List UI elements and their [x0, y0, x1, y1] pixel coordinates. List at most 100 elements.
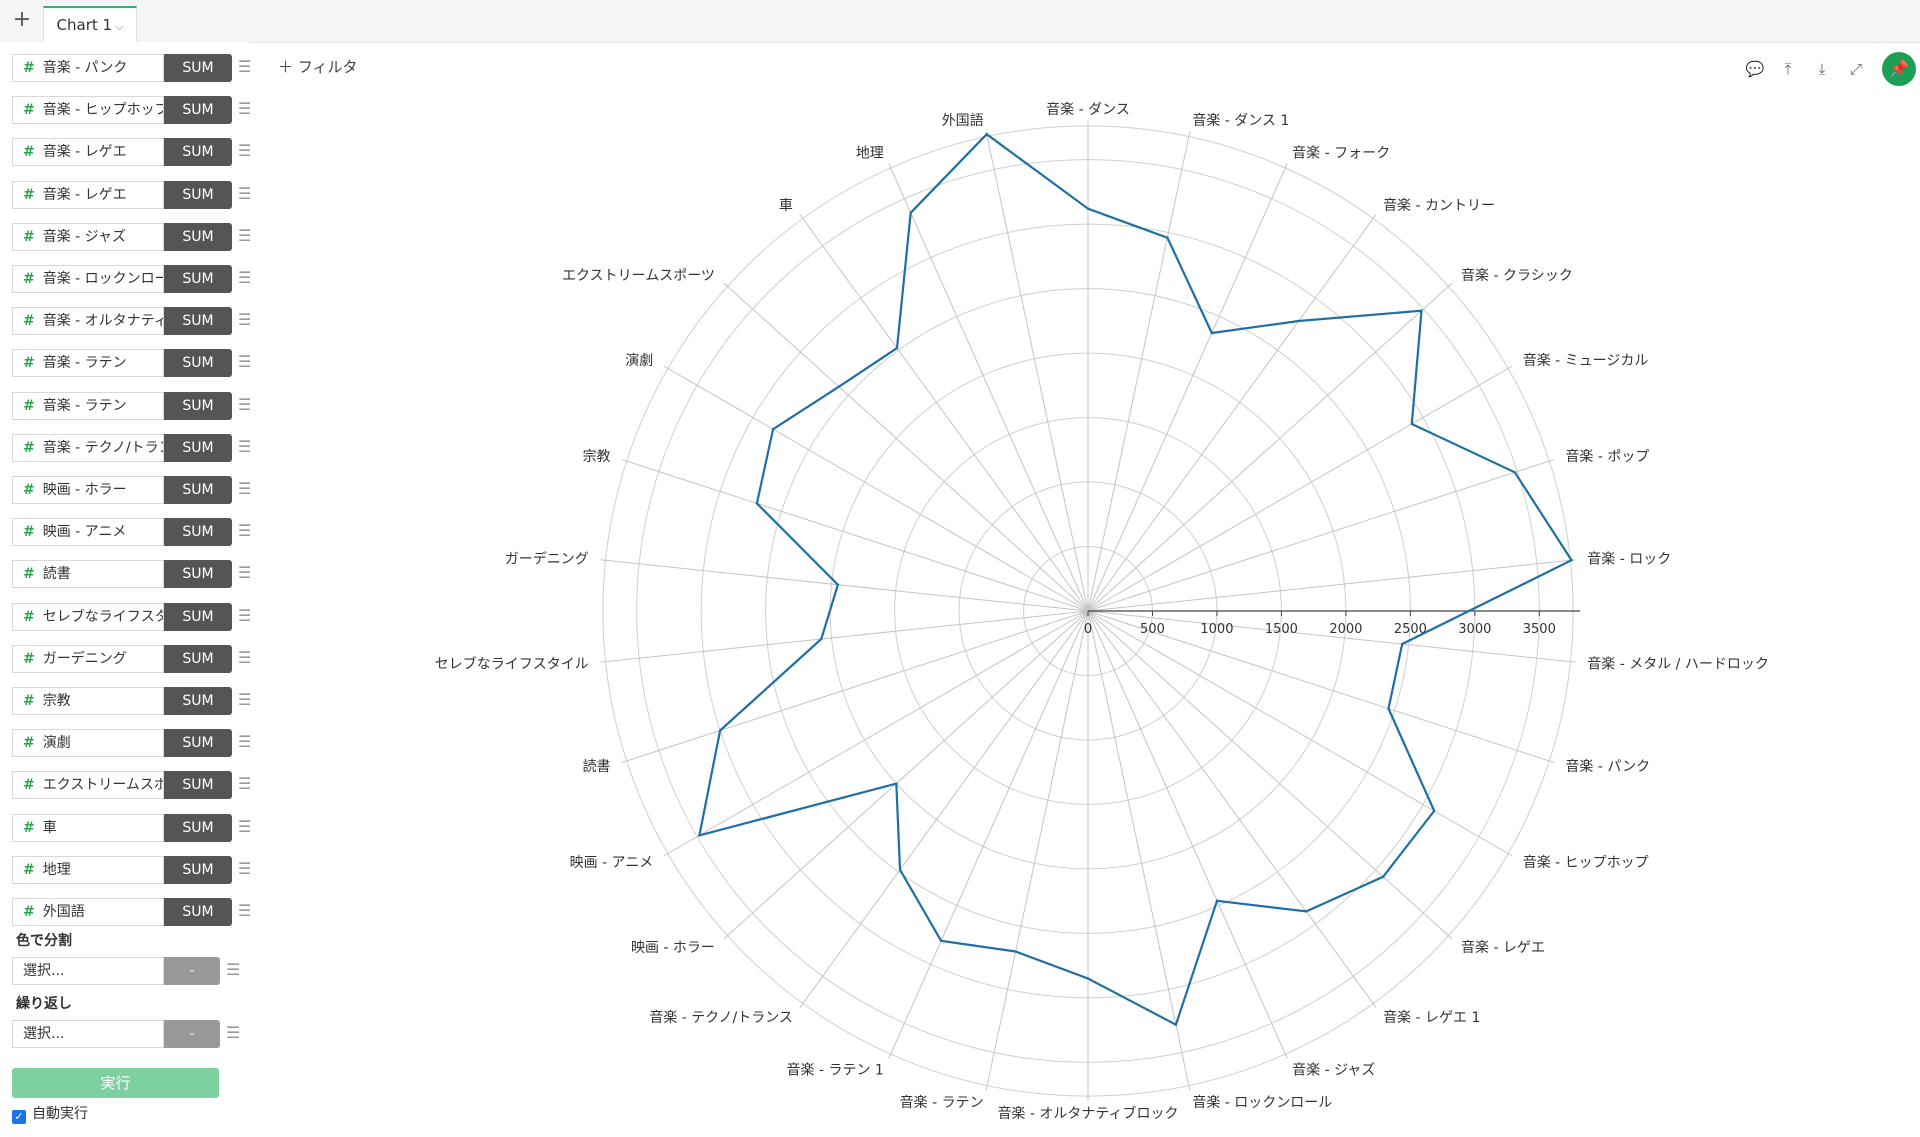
drag-handle-icon[interactable]: ☰: [226, 1023, 241, 1042]
drag-handle-icon[interactable]: ☰: [238, 99, 250, 119]
drag-handle-icon[interactable]: ☰: [238, 563, 250, 583]
drag-handle-icon[interactable]: ☰: [238, 605, 250, 625]
drag-handle-icon[interactable]: ☰: [238, 816, 250, 836]
drag-handle-icon[interactable]: ☰: [238, 479, 250, 498]
drag-handle-icon[interactable]: ☰: [238, 183, 250, 203]
field-name[interactable]: # 音楽 - レゲエ: [12, 138, 164, 167]
aggregation-button[interactable]: SUM: [164, 307, 232, 336]
field-name[interactable]: # セレブなライフスタイル: [12, 602, 164, 631]
drag-handle-icon[interactable]: ☰: [238, 310, 250, 330]
color-split-clear-button[interactable]: -: [164, 957, 220, 985]
aggregation-button[interactable]: SUM: [164, 349, 232, 378]
field-name[interactable]: # 読書: [12, 560, 164, 589]
drag-handle-icon[interactable]: ☰: [238, 352, 250, 372]
auto-run-checkbox[interactable]: ✓ 自動実行: [12, 1103, 88, 1124]
drag-handle-icon[interactable]: ☰: [226, 960, 241, 979]
field-name[interactable]: # 音楽 - ラテン: [12, 349, 164, 378]
field-name[interactable]: # 音楽 - レゲエ: [12, 180, 164, 209]
field-row[interactable]: # 車 SUM ☰: [12, 813, 250, 844]
aggregation-button[interactable]: SUM: [164, 813, 232, 842]
aggregation-button[interactable]: SUM: [164, 391, 232, 420]
field-name[interactable]: # 音楽 - ジャズ: [12, 222, 164, 251]
field-row[interactable]: # エクストリームスポーツSUM ☰: [12, 771, 250, 801]
field-row[interactable]: # 音楽 - レゲエ SUM ☰: [12, 138, 250, 168]
field-row[interactable]: # 音楽 - レゲエ SUM ☰: [12, 180, 250, 211]
aggregation-button[interactable]: SUM: [164, 518, 232, 547]
field-name[interactable]: # 映画 - アニメ: [12, 518, 164, 547]
drag-handle-icon[interactable]: ☰: [238, 57, 250, 76]
field-name[interactable]: # 音楽 - オルタナティブ: [12, 307, 164, 336]
drag-handle-icon[interactable]: ☰: [238, 394, 250, 414]
aggregation-button[interactable]: SUM: [164, 855, 232, 884]
field-row[interactable]: # 音楽 - ロックンロールSUM ☰: [12, 265, 250, 295]
field-row[interactable]: # 読書 SUM ☰: [12, 560, 250, 590]
drag-handle-icon[interactable]: ☰: [238, 225, 250, 245]
field-name[interactable]: # 音楽 - ロックンロール: [12, 265, 164, 293]
download-icon[interactable]: ⤓: [1818, 60, 1826, 78]
field-row[interactable]: # セレブなライフスタイルSUM ☰: [12, 602, 250, 633]
field-row[interactable]: # 演劇 SUM ☰: [12, 729, 250, 759]
field-row[interactable]: # 音楽 - テクノ/トランスSUM ☰: [12, 433, 250, 464]
upload-icon[interactable]: ⤒: [1784, 60, 1792, 78]
field-row[interactable]: # 外国語 SUM ☰: [12, 898, 250, 928]
drag-handle-icon[interactable]: ☰: [238, 436, 250, 456]
field-row[interactable]: # 音楽 - オルタナティブSUM ☰: [12, 307, 250, 337]
drag-handle-icon[interactable]: ☰: [238, 901, 250, 920]
field-row[interactable]: # 映画 - アニメ SUM ☰: [12, 518, 250, 548]
aggregation-button[interactable]: SUM: [164, 644, 232, 673]
field-name[interactable]: # 音楽 - ラテン: [12, 391, 164, 420]
field-row[interactable]: # 音楽 - ヒップホップ SUM ☰: [12, 96, 250, 126]
expand-icon[interactable]: ⤢: [1849, 60, 1862, 78]
field-name[interactable]: # 宗教: [12, 687, 164, 715]
aggregation-button[interactable]: SUM: [164, 433, 232, 462]
add-tab-button[interactable]: +: [12, 7, 32, 32]
field-name[interactable]: # 映画 - ホラー: [12, 476, 164, 504]
drag-handle-icon[interactable]: ☰: [238, 690, 250, 709]
drag-handle-icon[interactable]: ☰: [238, 647, 250, 667]
field-name[interactable]: # エクストリームスポーツ: [12, 771, 164, 800]
aggregation-button[interactable]: SUM: [164, 560, 232, 589]
field-name[interactable]: # 地理: [12, 855, 164, 884]
drag-handle-icon[interactable]: ☰: [238, 268, 250, 287]
pin-icon[interactable]: 📌: [1882, 52, 1916, 86]
field-name[interactable]: # 音楽 - テクノ/トランス: [12, 433, 164, 462]
field-row[interactable]: # 宗教 SUM ☰: [12, 687, 250, 717]
add-filter-button[interactable]: ＋ フィルタ: [278, 56, 358, 77]
field-name[interactable]: # ガーデニング: [12, 644, 164, 673]
drag-handle-icon[interactable]: ☰: [238, 732, 250, 752]
aggregation-button[interactable]: SUM: [164, 771, 232, 800]
drag-handle-icon[interactable]: ☰: [238, 858, 250, 878]
aggregation-button[interactable]: SUM: [164, 265, 232, 293]
repeat-select[interactable]: 選択...: [12, 1020, 164, 1048]
field-name[interactable]: # 音楽 - ヒップホップ: [12, 96, 164, 125]
aggregation-button[interactable]: SUM: [164, 138, 232, 167]
drag-handle-icon[interactable]: ☰: [238, 141, 250, 161]
aggregation-button[interactable]: SUM: [164, 729, 232, 758]
aggregation-button[interactable]: SUM: [164, 222, 232, 251]
run-button[interactable]: 実行: [12, 1068, 219, 1098]
aggregation-button[interactable]: SUM: [164, 476, 232, 504]
aggregation-button[interactable]: SUM: [164, 898, 232, 926]
aggregation-button[interactable]: SUM: [164, 54, 232, 82]
field-row[interactable]: # 音楽 - ラテン SUM ☰: [12, 349, 250, 379]
tab-chart-1[interactable]: Chart 1 ⌵: [43, 6, 137, 42]
aggregation-button[interactable]: SUM: [164, 96, 232, 125]
field-row[interactable]: # 映画 - ホラー SUM ☰: [12, 476, 250, 506]
field-row[interactable]: # 音楽 - ジャズ SUM ☰: [12, 222, 250, 253]
drag-handle-icon[interactable]: ☰: [238, 774, 250, 794]
field-row[interactable]: # 音楽 - ラテン SUM ☰: [12, 391, 250, 422]
repeat-clear-button[interactable]: -: [164, 1020, 220, 1048]
field-name[interactable]: # 演劇: [12, 729, 164, 758]
field-name[interactable]: # 車: [12, 813, 164, 842]
aggregation-button[interactable]: SUM: [164, 602, 232, 631]
comment-icon[interactable]: 💬: [1745, 60, 1765, 78]
field-name[interactable]: # 外国語: [12, 898, 164, 926]
checkbox-checked-icon[interactable]: ✓: [12, 1110, 26, 1124]
field-name[interactable]: # 音楽 - パンク: [12, 54, 164, 82]
aggregation-button[interactable]: SUM: [164, 180, 232, 209]
aggregation-button[interactable]: SUM: [164, 687, 232, 715]
field-row[interactable]: # ガーデニング SUM ☰: [12, 644, 250, 675]
field-row[interactable]: # 音楽 - パンク SUM ☰: [12, 54, 250, 84]
color-split-select[interactable]: 選択...: [12, 957, 164, 985]
drag-handle-icon[interactable]: ☰: [238, 521, 250, 541]
